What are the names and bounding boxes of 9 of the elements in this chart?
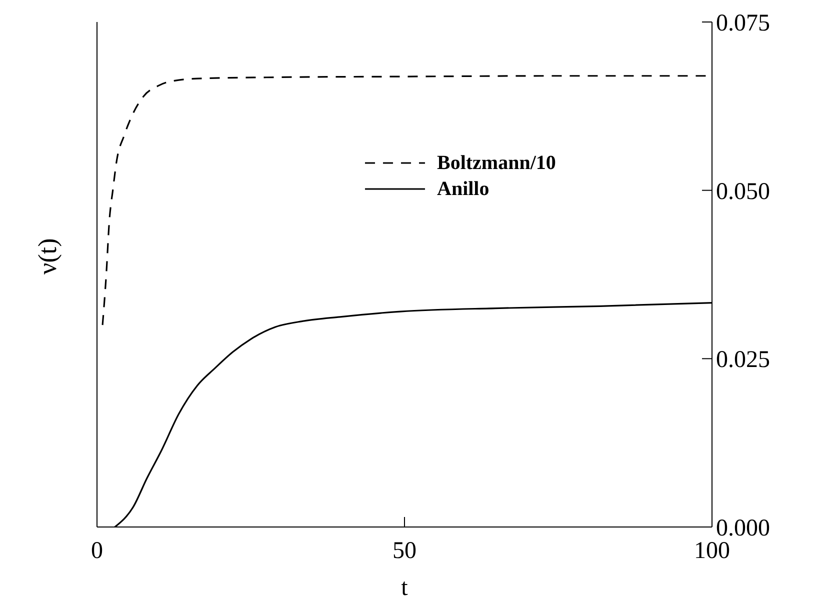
y-tick-label: 0.025 [716, 347, 770, 374]
legend-label: Anillo [437, 178, 490, 200]
x-tick-label: 0 [91, 538, 103, 564]
y-tick-label: 0.050 [716, 178, 770, 205]
x-axis-title: t [401, 575, 408, 601]
y-axis-title: ν(t) [33, 238, 62, 274]
y-tick-label: 0.075 [716, 10, 770, 37]
legend-label: Boltzmann/10 [437, 152, 556, 174]
x-tick-label: 50 [392, 538, 416, 564]
